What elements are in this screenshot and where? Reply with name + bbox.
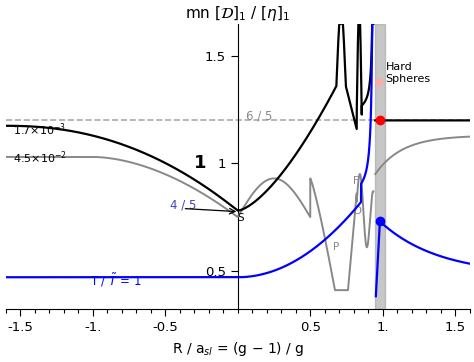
Bar	[375, 24, 385, 310]
Text: F: F	[353, 176, 359, 186]
Text: 1: 1	[194, 154, 207, 172]
Title: mn $[\mathcal{D}]_1$ / $[\eta]_1$: mn $[\mathcal{D}]_1$ / $[\eta]_1$	[185, 4, 290, 23]
Text: T / $\tilde{T}$ = 1: T / $\tilde{T}$ = 1	[90, 272, 141, 289]
Text: 6 / 5: 6 / 5	[246, 110, 273, 123]
Text: $4.5{\times}10^{-2}$: $4.5{\times}10^{-2}$	[13, 150, 67, 166]
Text: Hard
Spheres: Hard Spheres	[386, 62, 431, 84]
X-axis label: R / a$_{sl}$ = (g $-$ 1) / g: R / a$_{sl}$ = (g $-$ 1) / g	[172, 340, 304, 358]
Text: $1.7{\times}10^{-3}$: $1.7{\times}10^{-3}$	[13, 122, 66, 138]
Text: D: D	[354, 206, 362, 216]
Text: 4 / 5: 4 / 5	[170, 199, 196, 212]
Text: S: S	[238, 213, 245, 223]
Text: P: P	[334, 243, 340, 252]
